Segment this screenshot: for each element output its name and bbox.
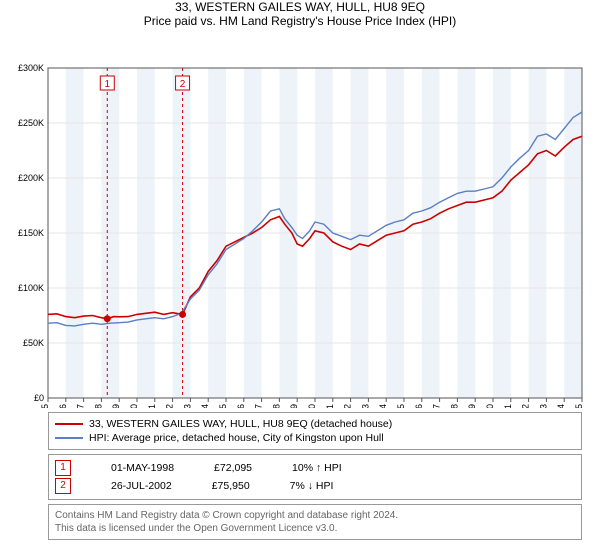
transaction-date: 01-MAY-1998: [111, 462, 174, 474]
legend: 33, WESTERN GAILES WAY, HULL, HU8 9EQ (d…: [48, 412, 582, 450]
chart-title: 33, WESTERN GAILES WAY, HULL, HU8 9EQ: [0, 0, 600, 14]
svg-text:2004: 2004: [200, 404, 210, 408]
svg-text:2010: 2010: [307, 404, 317, 408]
transaction-date: 26-JUL-2002: [111, 480, 172, 492]
legend-row: HPI: Average price, detached house, City…: [55, 431, 575, 445]
svg-text:2019: 2019: [467, 404, 477, 408]
svg-text:2: 2: [180, 79, 186, 90]
legend-label-price-paid: 33, WESTERN GAILES WAY, HULL, HU8 9EQ (d…: [89, 418, 392, 430]
license-line: This data is licensed under the Open Gov…: [55, 522, 575, 535]
license-notice: Contains HM Land Registry data © Crown c…: [48, 504, 582, 540]
svg-text:1997: 1997: [76, 404, 86, 408]
transaction-marker-icon: 2: [55, 478, 71, 494]
svg-text:2024: 2024: [556, 404, 566, 408]
chart-plot: £0 £50K £100K £150K £200K £250K £300K 1995 1996 1…: [0, 28, 600, 408]
svg-text:£0: £0: [34, 393, 44, 403]
svg-text:2014: 2014: [378, 404, 388, 408]
svg-text:£150K: £150K: [18, 228, 44, 238]
svg-text:2017: 2017: [432, 404, 442, 408]
svg-text:2013: 2013: [360, 404, 370, 408]
svg-text:2012: 2012: [343, 404, 353, 408]
svg-text:2007: 2007: [254, 404, 264, 408]
svg-text:2006: 2006: [236, 404, 246, 408]
transaction-delta: 10% ↑ HPI: [292, 462, 342, 474]
svg-text:£50K: £50K: [23, 338, 44, 348]
legend-row: 33, WESTERN GAILES WAY, HULL, HU8 9EQ (d…: [55, 417, 575, 431]
svg-text:£300K: £300K: [18, 63, 44, 73]
svg-text:2003: 2003: [182, 404, 192, 408]
svg-text:2015: 2015: [396, 404, 406, 408]
svg-text:2000: 2000: [129, 404, 139, 408]
svg-text:1998: 1998: [93, 404, 103, 408]
svg-text:2025: 2025: [574, 404, 584, 408]
svg-text:1995: 1995: [40, 404, 50, 408]
svg-text:1996: 1996: [58, 404, 68, 408]
svg-text:2002: 2002: [165, 404, 175, 408]
svg-text:2011: 2011: [325, 404, 335, 408]
svg-text:£250K: £250K: [18, 118, 44, 128]
transaction-price: £72,095: [214, 462, 252, 474]
transaction-delta: 7% ↓ HPI: [290, 480, 334, 492]
transaction-price: £75,950: [212, 480, 250, 492]
transaction-marker-icon: 1: [55, 460, 71, 476]
legend-swatch-price-paid: [55, 423, 83, 425]
svg-text:2020: 2020: [485, 404, 495, 408]
legend-swatch-hpi: [55, 437, 83, 439]
svg-text:2008: 2008: [271, 404, 281, 408]
svg-text:2021: 2021: [503, 404, 513, 408]
svg-text:£200K: £200K: [18, 173, 44, 183]
svg-text:2016: 2016: [414, 404, 424, 408]
svg-text:2009: 2009: [289, 404, 299, 408]
svg-text:2022: 2022: [521, 404, 531, 408]
license-line: Contains HM Land Registry data © Crown c…: [55, 509, 575, 522]
legend-label-hpi: HPI: Average price, detached house, City…: [89, 432, 384, 444]
svg-text:2023: 2023: [538, 404, 548, 408]
transaction-row: 1 01-MAY-1998 £72,095 10% ↑ HPI: [55, 459, 575, 477]
chart-subtitle: Price paid vs. HM Land Registry's House …: [0, 14, 600, 28]
svg-text:1: 1: [104, 79, 110, 90]
svg-text:2018: 2018: [449, 404, 459, 408]
svg-text:2001: 2001: [147, 404, 157, 408]
svg-text:2005: 2005: [218, 404, 228, 408]
transactions-table: 1 01-MAY-1998 £72,095 10% ↑ HPI 2 26-JUL…: [48, 454, 582, 500]
transaction-row: 2 26-JUL-2002 £75,950 7% ↓ HPI: [55, 477, 575, 495]
svg-text:1999: 1999: [111, 404, 121, 408]
svg-text:£100K: £100K: [18, 283, 44, 293]
